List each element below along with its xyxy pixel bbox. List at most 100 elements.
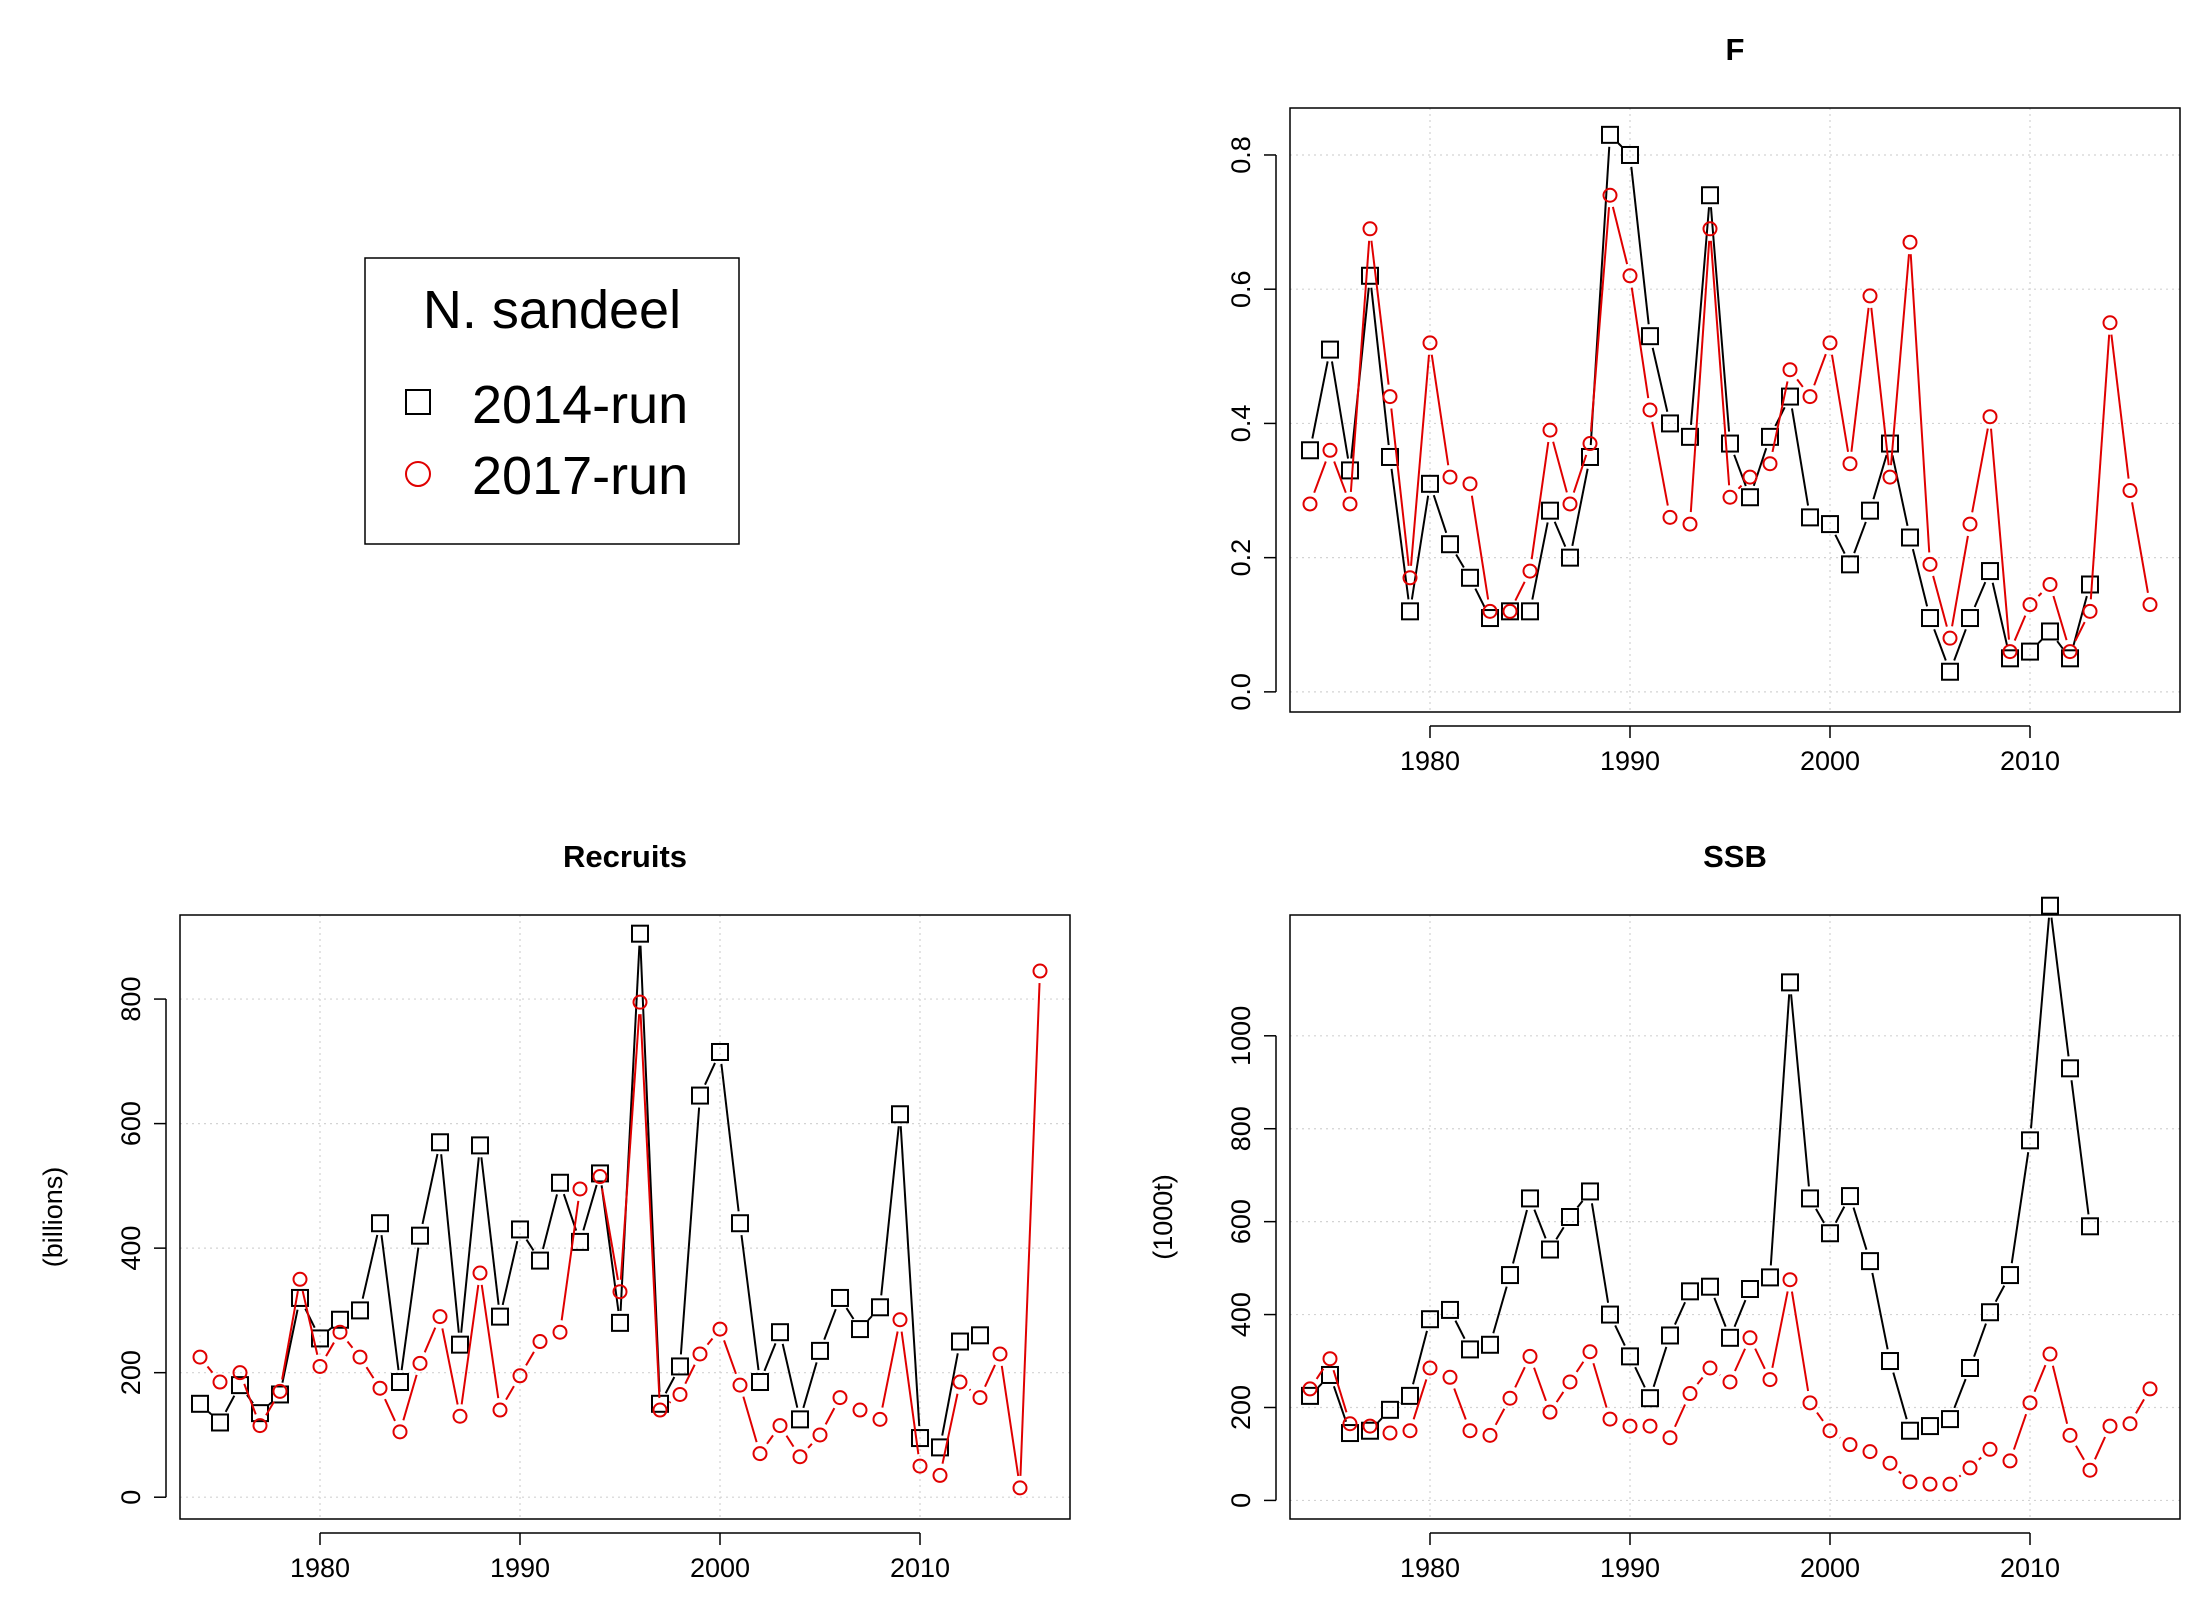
series-line-segment <box>1790 1291 1810 1392</box>
x-tick-label: 2000 <box>1800 1553 1860 1583</box>
data-point-circle <box>1562 496 1578 512</box>
y-tick-label: 600 <box>1226 1199 1256 1244</box>
data-point-square <box>851 1320 869 1339</box>
data-point-circle <box>1882 469 1898 485</box>
series-line-segment <box>1630 287 1650 399</box>
data-point-square <box>351 1301 369 1320</box>
plot-frame-f <box>1289 107 2181 713</box>
data-point-circle <box>752 1446 768 1462</box>
series-line-segment <box>441 1328 459 1405</box>
data-point-circle <box>1722 489 1738 505</box>
legend-box <box>364 257 740 545</box>
data-point-circle <box>932 1467 948 1483</box>
series-line-segment <box>740 1235 760 1371</box>
x-tick-label: 1980 <box>1400 746 1460 776</box>
data-point-circle <box>1782 1272 1798 1288</box>
series-line-segment <box>281 1290 299 1380</box>
series-line-segment <box>1689 240 1711 513</box>
data-point-circle <box>2142 1381 2158 1397</box>
series-line-segment <box>1552 441 1568 493</box>
data-point-square <box>2001 1266 2019 1285</box>
series-line-segment <box>1769 994 1791 1266</box>
data-point-circle <box>1802 389 1818 405</box>
data-point-square <box>1801 1189 1819 1208</box>
data-point-circle <box>1302 1381 1318 1397</box>
legend-square-marker <box>405 389 431 415</box>
series-line-segment <box>1871 1272 1889 1350</box>
data-point-circle <box>1522 1348 1538 1364</box>
data-point-circle <box>1342 496 1358 512</box>
data-point-circle <box>1842 456 1858 472</box>
plot-frame-recruits <box>179 914 1071 1520</box>
series-line-segment <box>1512 1209 1528 1264</box>
series-line-segment <box>542 1194 558 1250</box>
data-point-square <box>1821 1224 1839 1243</box>
series-line-segment <box>1571 468 1589 547</box>
data-point-square <box>1461 1340 1479 1359</box>
series-line-segment <box>1737 484 1743 490</box>
data-point-circle <box>1682 1386 1698 1402</box>
series-line-segment <box>2094 1436 2106 1460</box>
data-point-square <box>951 1332 969 1351</box>
series-line-segment <box>807 1443 813 1449</box>
data-point-square <box>1821 515 1839 534</box>
data-point-square <box>511 1220 529 1239</box>
data-point-square <box>1361 1421 1379 1440</box>
data-point-square <box>1701 186 1719 205</box>
data-point-circle <box>1522 563 1538 579</box>
data-point-circle <box>2042 576 2058 592</box>
series-line-segment <box>1432 494 1448 534</box>
series-line-segment <box>881 1331 899 1408</box>
data-point-square <box>1461 568 1479 587</box>
data-point-square <box>631 924 649 943</box>
data-point-square <box>2041 896 2059 915</box>
y-tick-label: 0.0 <box>1226 673 1256 711</box>
data-point-square <box>1761 427 1779 446</box>
x-tick-label: 2010 <box>2000 746 2060 776</box>
data-point-circle <box>1742 469 1758 485</box>
data-point-square <box>191 1394 209 1413</box>
data-point-circle <box>792 1449 808 1465</box>
data-point-circle <box>2142 597 2158 613</box>
data-point-circle <box>1402 1423 1418 1439</box>
y-tick-label: 400 <box>116 1226 146 1271</box>
data-point-circle <box>1602 1411 1618 1427</box>
data-point-circle <box>1642 402 1658 418</box>
data-point-circle <box>2022 1395 2038 1411</box>
x-tick-label: 1990 <box>490 1553 550 1583</box>
series-line-segment <box>480 1157 500 1305</box>
series-line-segment <box>525 1239 535 1252</box>
series-line-segment <box>1349 240 1371 493</box>
series-line-segment <box>402 1374 418 1421</box>
data-point-circle <box>2062 1427 2078 1443</box>
data-point-circle <box>712 1321 728 1337</box>
data-point-circle <box>1382 1425 1398 1441</box>
data-point-circle <box>252 1418 268 1434</box>
data-point-square <box>1501 1266 1519 1285</box>
data-point-circle <box>1702 1360 1718 1376</box>
series-line-segment <box>1834 1206 1846 1224</box>
series-line-segment <box>1771 381 1789 453</box>
data-point-circle <box>352 1349 368 1365</box>
data-point-square <box>391 1373 409 1392</box>
data-point-circle <box>1622 268 1638 284</box>
data-point-square <box>1721 434 1739 453</box>
data-point-circle <box>572 1181 588 1197</box>
data-point-square <box>1741 488 1759 507</box>
data-point-circle <box>872 1411 888 1427</box>
series-line-segment <box>582 1184 598 1231</box>
data-point-circle <box>1482 1427 1498 1443</box>
data-point-circle <box>672 1386 688 1402</box>
series-line-segment <box>2052 595 2068 641</box>
series-line-segment <box>361 1234 379 1299</box>
data-point-square <box>871 1298 889 1317</box>
series-line-segment <box>243 1383 257 1415</box>
series-line-segment <box>1852 1207 1868 1250</box>
series-line-segment <box>1589 207 1611 432</box>
data-point-circle <box>1602 187 1618 203</box>
series-line-segment <box>1530 441 1550 560</box>
data-point-circle <box>1782 362 1798 378</box>
series-line-segment <box>1872 454 1888 500</box>
series-line-segment <box>423 1327 437 1353</box>
series-line-segment <box>2037 592 2043 597</box>
